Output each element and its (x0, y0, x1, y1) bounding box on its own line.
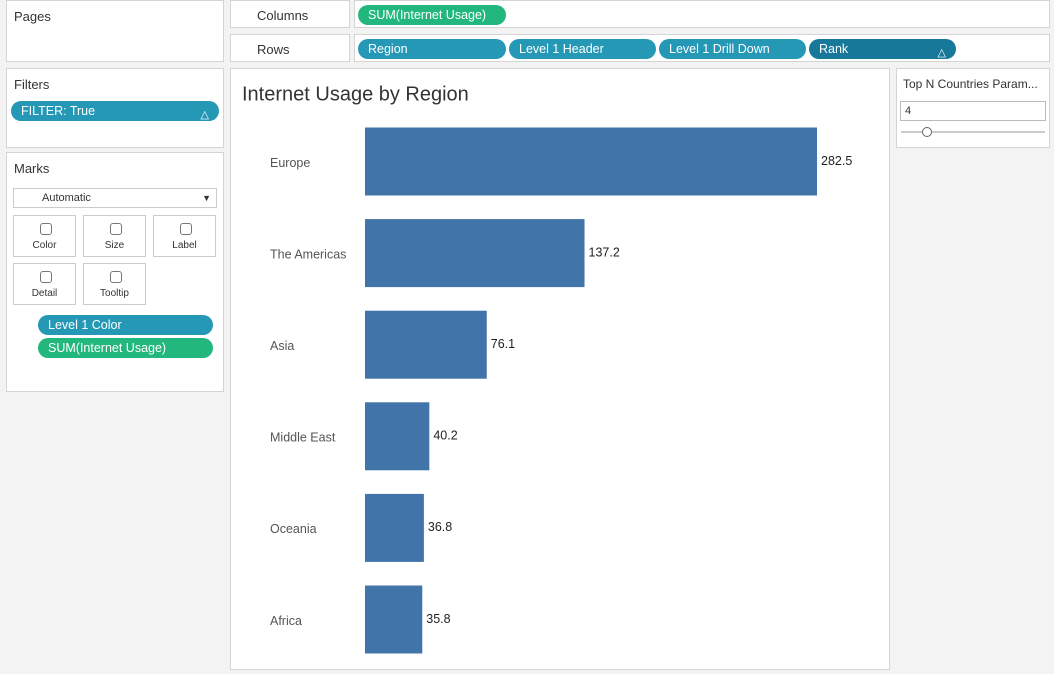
filters-shelf: Filters FILTER: True △ (6, 68, 224, 148)
bar (365, 127, 817, 196)
icon (40, 271, 52, 283)
data-label: 137.2 (589, 245, 620, 259)
detail-card[interactable]: Detail (13, 263, 76, 305)
marks-pill[interactable]: Level 1 Color (38, 315, 213, 335)
rows-pill[interactable]: Level 1 Header (509, 39, 656, 59)
icon (180, 223, 192, 235)
slider-thumb[interactable] (922, 127, 932, 137)
category-label: The Americas (270, 247, 346, 261)
slider-track[interactable] (901, 131, 1045, 133)
marks-title: Marks (14, 161, 50, 176)
columns-pill[interactable]: SUM(Internet Usage) (358, 5, 506, 25)
parameter-control: Top N Countries Param... 4 (896, 68, 1050, 148)
pill-label: Rank (819, 42, 849, 56)
columns-label: Columns (257, 8, 309, 23)
card-label: Detail (31, 288, 58, 299)
rows-pill[interactable]: Region (358, 39, 506, 59)
pill-label: FILTER: True (21, 104, 96, 118)
rows-label: Rows (257, 42, 290, 57)
category-label: Asia (270, 339, 294, 353)
category-label: Middle East (270, 431, 336, 445)
data-label: 282.5 (821, 154, 852, 168)
rows-label-box: Rows (230, 34, 350, 62)
icon: ▼ (202, 193, 211, 203)
marks-card: Marks Automatic ▼ Color Size Label Detail… (6, 152, 224, 392)
color-card[interactable]: Color (13, 215, 76, 257)
icon (110, 271, 122, 283)
category-label: Africa (270, 614, 302, 628)
icon: △ (937, 47, 946, 59)
tooltip-card[interactable]: Tooltip (83, 263, 146, 305)
columns-shelf: SUM(Internet Usage) (354, 0, 1050, 28)
filter-pill[interactable]: FILTER: True △ (11, 101, 219, 121)
data-label: 76.1 (491, 337, 515, 351)
card-label: Color (32, 240, 57, 251)
card-label: Tooltip (100, 288, 129, 299)
filters-title: Filters (14, 77, 50, 92)
rows-pill[interactable]: Level 1 Drill Down (659, 39, 806, 59)
pill-label: Region (368, 42, 408, 56)
mark-type: Automatic (42, 192, 91, 204)
columns-label-box: Columns (230, 0, 350, 28)
icon (40, 223, 52, 235)
parameter-input[interactable]: 4 (900, 101, 1046, 121)
size-card[interactable]: Size (83, 215, 146, 257)
pill-label: SUM(Internet Usage) (48, 341, 167, 355)
chart-title: Internet Usage by Region (242, 83, 469, 105)
data-label: 36.8 (428, 520, 452, 534)
category-label: Oceania (270, 522, 317, 536)
icon (110, 223, 122, 235)
bar (365, 219, 585, 288)
parameter-title: Top N Countries Param... (903, 77, 1038, 91)
bar (365, 402, 430, 471)
marks-pill[interactable]: SUM(Internet Usage) (38, 338, 213, 358)
worksheet: Internet Usage by Region Europe 282.5 The … (230, 68, 890, 670)
card-label: Label (172, 240, 197, 251)
bar (365, 310, 487, 379)
bar (365, 493, 424, 562)
icon: △ (200, 109, 209, 121)
pill-label: SUM(Internet Usage) (368, 8, 487, 22)
card-label: Size (104, 240, 125, 251)
pill-label: Level 1 Color (48, 318, 122, 332)
chart: Internet Usage by Region Europe 282.5 The … (242, 83, 852, 654)
pages-shelf: Pages (6, 0, 224, 62)
pill-label: Level 1 Header (519, 42, 604, 56)
pill-label: Level 1 Drill Down (669, 42, 770, 56)
rows-shelf: Region Level 1 Header Level 1 Drill Down… (354, 34, 1050, 62)
mark-type-dropdown[interactable]: Automatic ▼ (13, 188, 217, 208)
data-label: 35.8 (426, 612, 450, 626)
bar (365, 585, 423, 654)
pages-title: Pages (14, 9, 51, 24)
label-card[interactable]: Label (153, 215, 216, 257)
category-label: Europe (270, 156, 310, 170)
data-label: 40.2 (433, 429, 457, 443)
rows-pill[interactable]: Rank △ (809, 39, 956, 59)
